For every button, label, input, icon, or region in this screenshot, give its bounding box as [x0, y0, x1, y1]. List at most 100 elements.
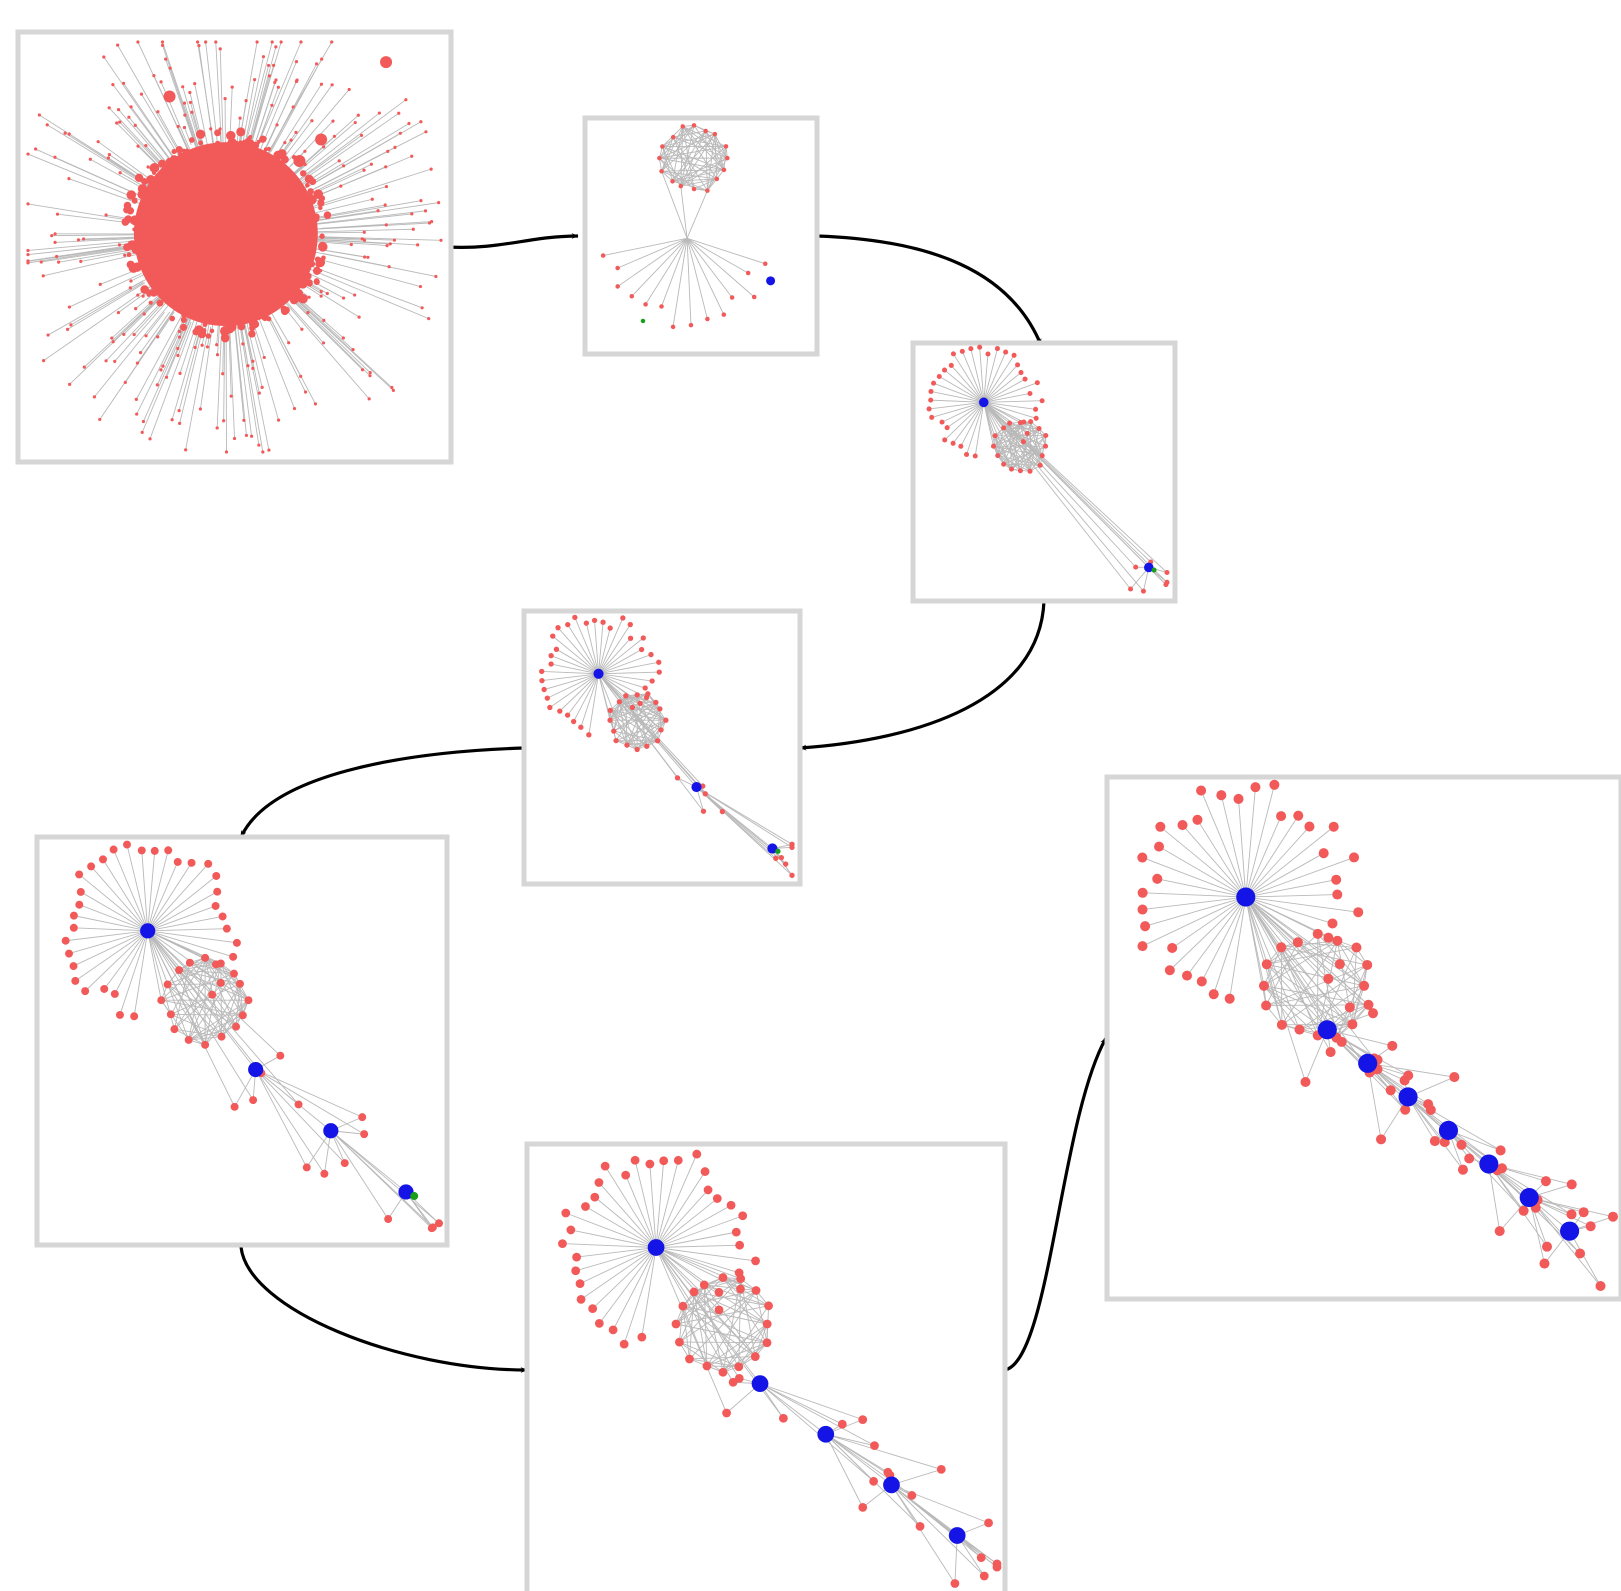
graph-edge	[686, 238, 725, 315]
graph-edge	[147, 861, 179, 932]
graph-edge	[27, 245, 128, 262]
network-panel-4	[521, 608, 803, 887]
graph-node	[591, 617, 598, 624]
graph-edge	[245, 318, 263, 388]
graph-node	[629, 704, 636, 711]
graph-edge	[696, 786, 777, 859]
graph-node	[226, 130, 236, 141]
graph-node	[1494, 1226, 1505, 1237]
graph-edge	[675, 1277, 724, 1325]
graph-node	[315, 133, 328, 146]
graph-edge	[983, 400, 1043, 403]
graph-node	[106, 156, 111, 160]
graph-edge	[655, 1247, 727, 1414]
graph-node	[550, 633, 556, 639]
graph-edge	[706, 1290, 757, 1367]
edges	[1142, 784, 1614, 1287]
query-node	[775, 848, 781, 854]
graph-edge	[147, 850, 169, 931]
graph-node	[139, 92, 144, 96]
graph-edge	[610, 710, 658, 742]
graph-edge	[636, 694, 661, 710]
graph-node	[244, 996, 253, 1005]
graph-node	[61, 936, 70, 945]
graph-node	[299, 374, 303, 378]
graph-node	[942, 367, 948, 373]
graph-node	[224, 323, 235, 334]
network-panel-7	[1104, 774, 1621, 1302]
graph-node	[242, 144, 250, 152]
seed-node	[647, 1239, 665, 1256]
graph-edge	[722, 1277, 769, 1307]
graph-node	[388, 242, 392, 246]
graph-node	[218, 47, 222, 51]
graph-edge	[961, 351, 985, 403]
graph-node	[319, 82, 324, 86]
graph-edge	[983, 401, 1021, 424]
graph-node	[555, 625, 561, 631]
graph-edge	[655, 1231, 737, 1248]
graph-node	[370, 197, 374, 201]
graph-node	[539, 677, 545, 684]
graph-node	[63, 131, 67, 135]
seed-node	[751, 1375, 769, 1392]
graph-node	[384, 1215, 393, 1223]
graph-edge	[147, 930, 299, 1105]
graph-node	[322, 318, 326, 322]
graph-node	[367, 397, 371, 401]
graph-node	[136, 293, 140, 297]
graph-edge	[1245, 896, 1306, 1083]
network-panel-1	[15, 29, 454, 465]
graph-node	[1033, 406, 1039, 412]
graph-node	[209, 328, 215, 334]
graph-node	[201, 953, 210, 962]
graph-edge	[655, 1160, 679, 1248]
graph-node	[319, 233, 325, 240]
graph-node	[1196, 976, 1207, 987]
graph-edge	[145, 311, 165, 337]
graph-node	[299, 170, 307, 177]
graph-node	[1595, 1280, 1606, 1292]
seed-node	[1317, 1020, 1337, 1040]
graph-edge	[598, 654, 652, 675]
dense-core	[133, 142, 318, 327]
graph-edge	[565, 1212, 657, 1248]
graph-node	[1276, 811, 1287, 822]
graph-node	[1327, 918, 1338, 929]
graph-edge	[626, 708, 661, 746]
graph-node	[1027, 390, 1033, 397]
graph-node	[1332, 889, 1343, 900]
graph-node	[217, 1032, 226, 1041]
graph-node	[1037, 462, 1043, 468]
graph-node	[630, 1155, 640, 1165]
graph-edge	[672, 133, 716, 182]
graph-node	[299, 40, 303, 44]
graph-node	[110, 336, 114, 340]
graph-node	[700, 808, 707, 814]
graph-node	[129, 105, 133, 109]
graph-node	[232, 1022, 241, 1031]
graph-edge	[655, 1247, 734, 1383]
graph-node	[214, 140, 221, 147]
graph-edge	[1297, 941, 1365, 987]
graph-node	[1001, 461, 1007, 467]
graph-edge	[634, 1160, 657, 1248]
graph-edge	[189, 92, 205, 149]
graph-node	[968, 346, 974, 352]
graph-node	[176, 124, 180, 129]
graph-edge	[1245, 896, 1329, 980]
graph-edge	[679, 1278, 742, 1343]
graph-edge	[673, 136, 727, 147]
graph-node	[1027, 468, 1033, 474]
graph-node	[547, 704, 553, 711]
graph-edge	[544, 673, 599, 690]
graph-edge	[315, 237, 365, 241]
graph-edge	[983, 351, 1007, 403]
graph-node	[67, 132, 71, 136]
graph-edge	[549, 673, 599, 708]
graph-node	[782, 861, 789, 867]
graph-node	[205, 333, 212, 339]
graph-edge	[686, 190, 708, 239]
graph-edge	[73, 930, 148, 967]
graph-node	[215, 426, 219, 430]
